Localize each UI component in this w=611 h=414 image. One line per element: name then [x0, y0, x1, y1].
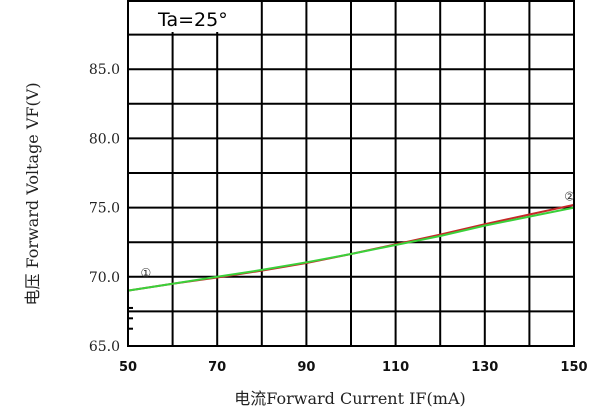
y-tick-label: 75.0 — [89, 201, 120, 217]
annotation-box — [152, 2, 258, 32]
x-axis-title: 电流Forward Current IF(mA) — [234, 389, 466, 408]
series-lines — [127, 203, 575, 292]
x-tick-label: 90 — [297, 360, 315, 375]
y-tick-label: 80.0 — [89, 131, 120, 147]
x-tick-label: 110 — [382, 360, 409, 375]
x-tick-label: 50 — [119, 360, 137, 375]
y-tick-label: 85.0 — [89, 62, 120, 78]
temperature-annotation: Ta=25° — [157, 9, 228, 31]
y-tick-label: 65.0 — [89, 339, 120, 355]
y-axis-title: 电压 Forward Voltage VF(V) — [23, 82, 42, 305]
x-tick-label: 130 — [471, 360, 498, 375]
grid-lines — [128, 0, 574, 346]
y-minor-ticks — [128, 306, 133, 330]
point-markers: ①② — [141, 190, 575, 280]
point-marker-1: ① — [141, 266, 152, 280]
x-tick-labels: 50 70 90 110 130 150 — [119, 360, 588, 375]
series-line-2 — [127, 206, 575, 292]
y-tick-labels: 65.0 70.0 75.0 80.0 85.0 — [89, 62, 120, 355]
y-tick-label: 70.0 — [89, 270, 120, 286]
x-tick-label: 70 — [208, 360, 226, 375]
x-tick-label: 150 — [560, 360, 587, 375]
plot-frame — [127, 0, 575, 347]
point-marker-2: ② — [564, 190, 575, 204]
